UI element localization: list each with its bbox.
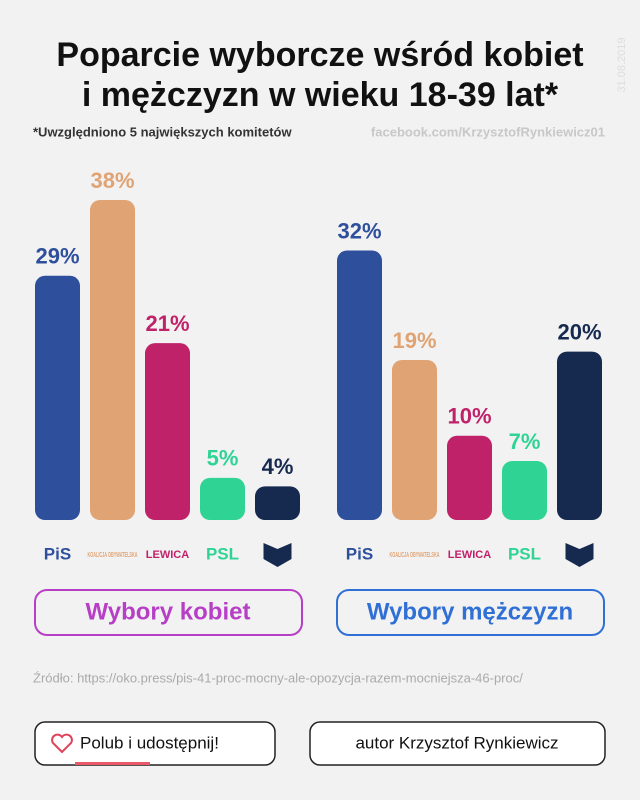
bar	[557, 351, 602, 520]
value-label: 10%	[447, 404, 491, 429]
bar	[392, 360, 437, 520]
author: autor Krzysztof Rynkiewicz	[355, 733, 558, 752]
like-button[interactable]	[34, 721, 276, 766]
party-logo	[263, 543, 292, 567]
title-line: i mężczyzn w wieku 18-39 lat*	[82, 76, 559, 114]
value-label: 21%	[145, 311, 189, 336]
heart-icon	[51, 733, 73, 754]
bar	[145, 343, 190, 520]
group-box	[34, 589, 303, 636]
value-label: 20%	[557, 319, 601, 344]
title-line: Poparcie wyborcze wśród kobiet	[56, 36, 583, 74]
category-label: PSL	[206, 544, 239, 563]
source: Źródło: https://oko.press/pis-41-proc-mo…	[33, 670, 523, 685]
note: *Uwzględniono 5 największych komitetów	[33, 124, 292, 139]
category-label: KOALICJA OBYWATELSKA	[88, 552, 138, 559]
value-label: 32%	[337, 218, 381, 243]
value-label: 7%	[509, 429, 541, 454]
like-text: Polub i udostępnij!	[80, 733, 219, 752]
value-label: 5%	[207, 446, 239, 471]
category-label: LEWICA	[448, 549, 491, 561]
category-label: PiS	[44, 544, 71, 563]
category-label: PiS	[346, 544, 373, 563]
category-label: KOALICJA OBYWATELSKA	[390, 552, 440, 559]
category-label: PSL	[508, 544, 541, 563]
bar	[200, 477, 245, 520]
bar	[255, 486, 300, 520]
bar	[35, 275, 80, 520]
value-label: 19%	[392, 328, 436, 353]
value-label: 38%	[90, 168, 134, 193]
author-box	[309, 721, 606, 766]
bar	[337, 250, 382, 521]
url: facebook.com/KrzysztofRynkiewicz01	[371, 124, 605, 139]
group-box	[336, 589, 605, 636]
value-label: 29%	[35, 244, 79, 269]
party-logo	[565, 543, 594, 567]
value-label: 4%	[262, 454, 294, 479]
bar	[447, 435, 492, 520]
bar	[90, 200, 135, 520]
group-title: Wybory kobiet	[86, 598, 251, 625]
group-title: Wybory mężczyzn	[367, 598, 573, 625]
underline	[75, 762, 150, 765]
date: 31.08.2019	[616, 37, 628, 92]
bar	[502, 461, 547, 520]
category-label: LEWICA	[146, 549, 189, 561]
